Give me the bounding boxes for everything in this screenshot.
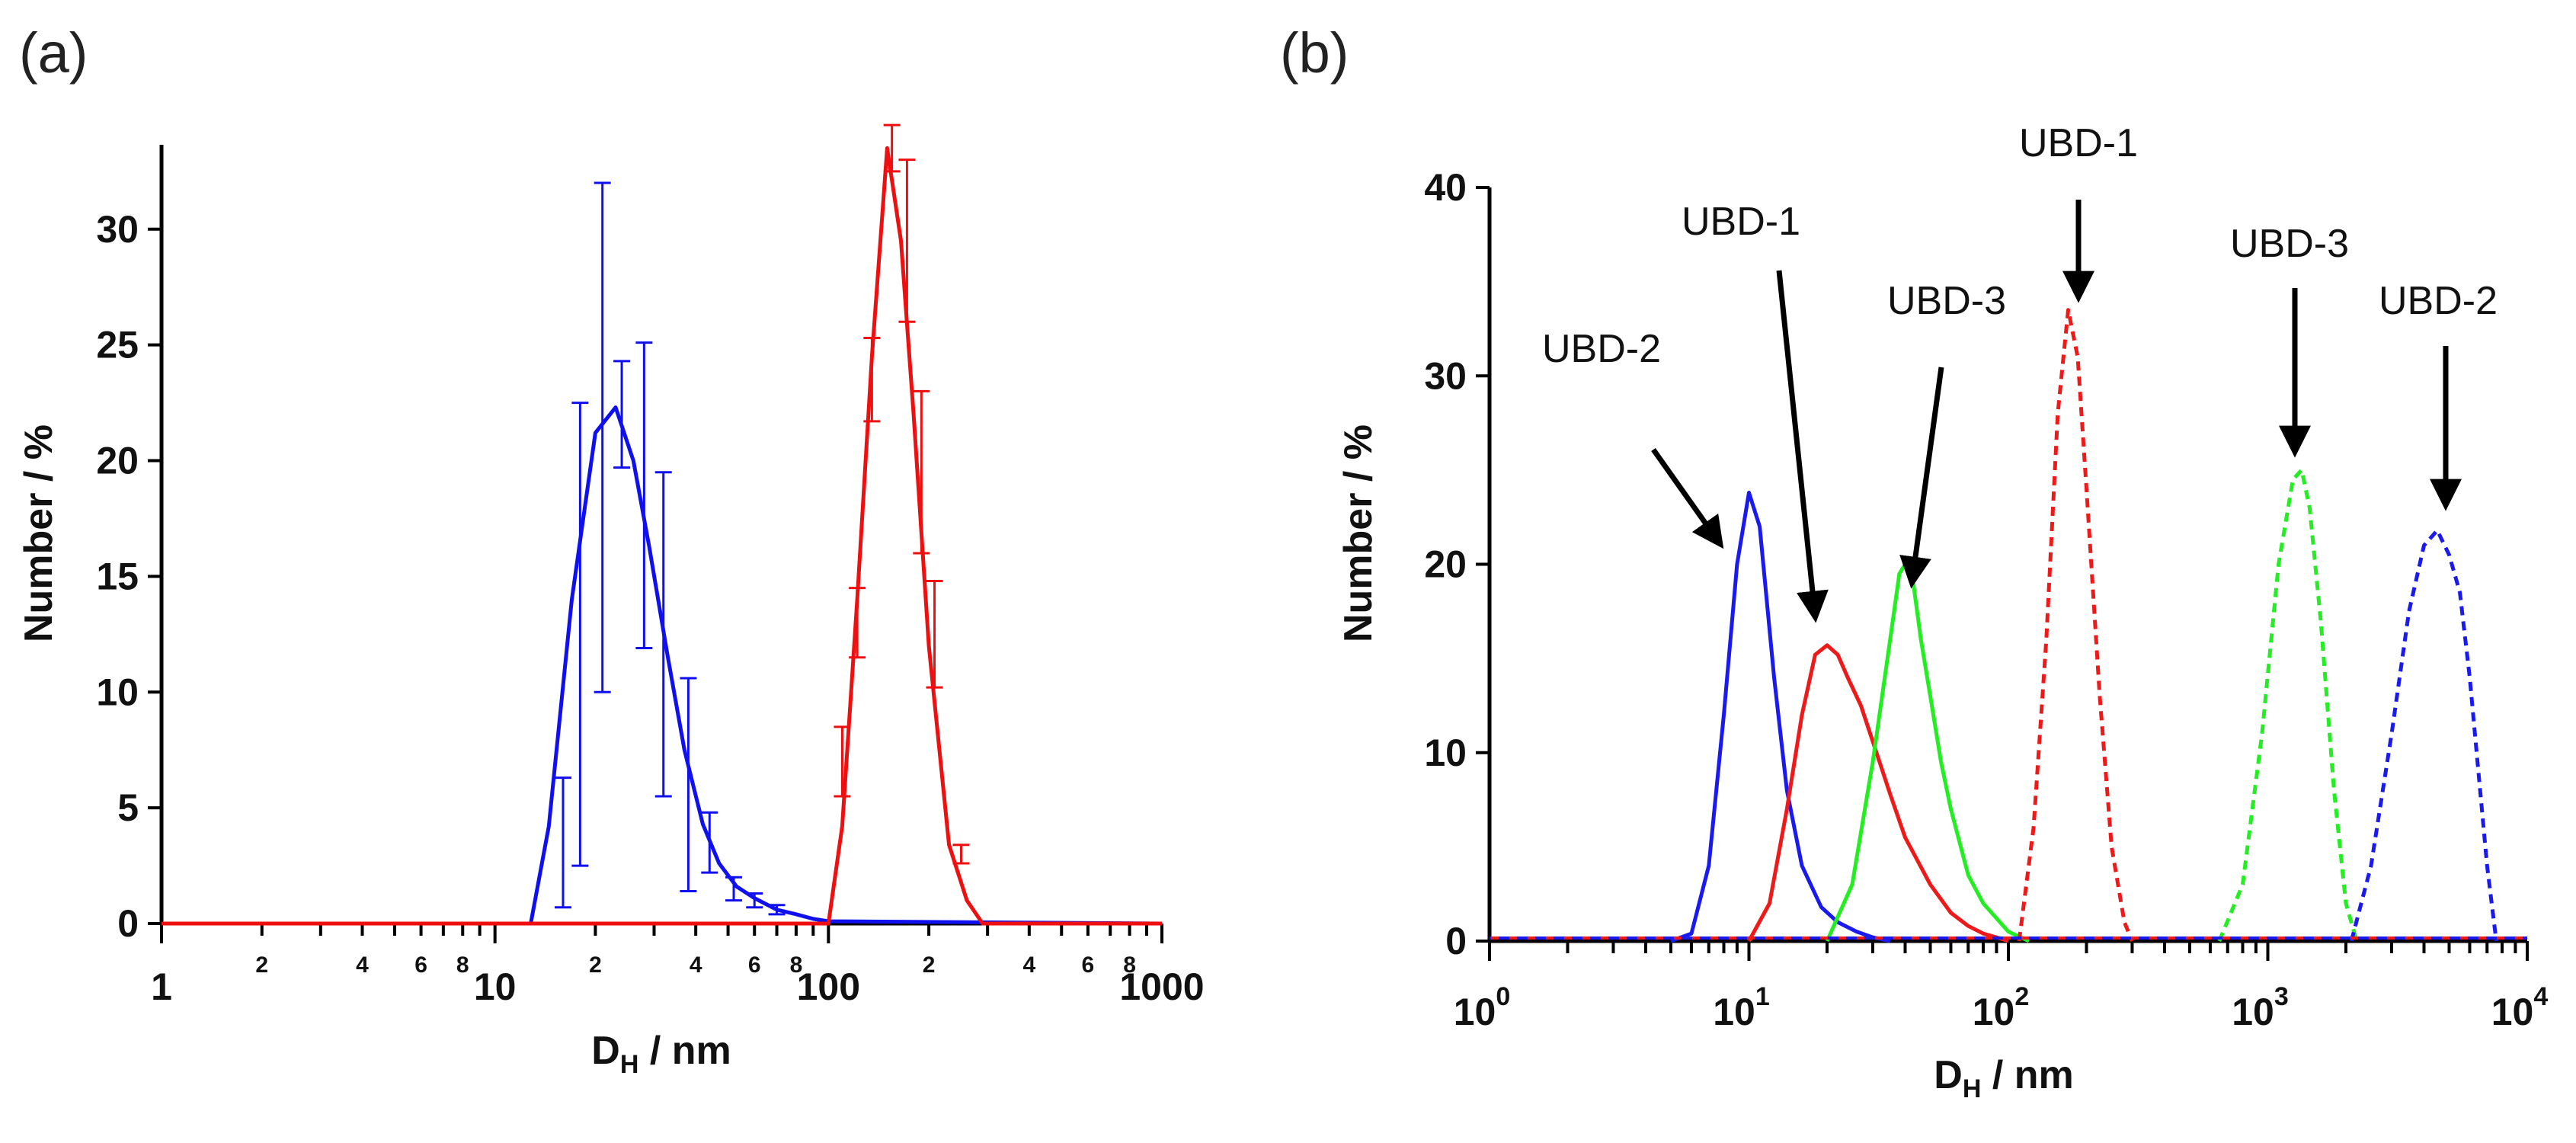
panel-a-x-axis-title: DH / nm bbox=[591, 1029, 731, 1079]
panel-b-x-major-label: 103 bbox=[2232, 982, 2289, 1033]
panel-a-x-minor-label: 8 bbox=[790, 952, 803, 978]
panel-b-label: (b) bbox=[1280, 21, 1349, 85]
panel-a-x-minor-label: 2 bbox=[923, 952, 936, 978]
panel-b-annotation-label: UBD-1 bbox=[2019, 121, 2138, 165]
panel-b-annotation-arrow bbox=[1776, 270, 1829, 623]
panel-a-y-tick-label: 20 bbox=[96, 440, 139, 482]
panel-a-y-axis-title: Number / % bbox=[17, 424, 61, 642]
panel-b-series-UBD-2-dashed bbox=[2349, 528, 2498, 942]
panel-b-annotation-label: UBD-2 bbox=[2379, 279, 2498, 323]
panel-b-series-UBD-2-solid bbox=[1670, 491, 1891, 943]
panel-a-x-minor-label: 8 bbox=[456, 952, 469, 978]
panel-a-x-minor-label: 2 bbox=[255, 952, 268, 978]
panel-a-series-red bbox=[162, 146, 1162, 926]
panel-b-x-major-label-base: 10 bbox=[2232, 991, 2274, 1033]
panel-b-series-UBD-1-dashed bbox=[2017, 308, 2134, 942]
panel-a-x-minor-label: 2 bbox=[589, 952, 602, 978]
panel-b-y-tick-label: 20 bbox=[1424, 543, 1467, 586]
panel-b-x-major-label-exp: 2 bbox=[2014, 982, 2029, 1011]
panel-b-y-tick-label: 0 bbox=[1445, 920, 1467, 962]
panel-a-y-tick-label: 0 bbox=[117, 902, 139, 945]
panel-b-x-major-label-base: 10 bbox=[1454, 991, 1496, 1033]
panel-b-y-axis-title: Number / % bbox=[1336, 424, 1381, 642]
panel-b-annotation-arrow bbox=[1651, 447, 1724, 549]
panel-a-x-major-label: 1 bbox=[151, 965, 172, 1008]
panel-b-x-axis-title-main: D bbox=[1934, 1053, 1963, 1097]
panel-b-x-major-label-exp: 4 bbox=[2533, 982, 2548, 1011]
panel-b-x-major-label-base: 10 bbox=[2491, 991, 2534, 1033]
panel-b-annotation-label: UBD-3 bbox=[2230, 222, 2349, 266]
panel-b-x-major-label: 101 bbox=[1713, 982, 1770, 1033]
panel-b-x-major-label-exp: 1 bbox=[1755, 982, 1770, 1011]
panel-a-x-axis-title-main: D bbox=[591, 1029, 620, 1073]
panel-a-x-minor-label: 4 bbox=[356, 952, 369, 978]
panel-b-x-major-label: 104 bbox=[2491, 982, 2549, 1033]
panel-a-x-minor-label: 4 bbox=[1022, 952, 1035, 978]
panel-a-x-minor-label: 8 bbox=[1123, 952, 1136, 978]
panel-a-x-minor-label: 6 bbox=[414, 952, 427, 978]
panel-a-x-major-label: 10 bbox=[474, 965, 517, 1008]
panel-b-y-tick-label: 30 bbox=[1424, 354, 1467, 397]
panel-b-x-axis-title: DH / nm bbox=[1934, 1053, 2073, 1103]
panel-b-x-major-label: 100 bbox=[1454, 982, 1511, 1033]
panel-b-x-axis-title-sub: H bbox=[1963, 1074, 1982, 1103]
panel-a-y-tick-label: 10 bbox=[96, 671, 139, 713]
panel-a-label: (a) bbox=[19, 21, 88, 85]
panel-b-y-tick-label: 10 bbox=[1424, 732, 1467, 774]
panel-b-annotation-label: UBD-1 bbox=[1682, 200, 1800, 244]
panel-a-x-axis-title-unit: / nm bbox=[638, 1029, 731, 1073]
panel-b-series-UBD-1-solid bbox=[1747, 643, 2009, 943]
panel-b-series-UBD-3-solid bbox=[1825, 562, 2030, 943]
panel-a-y-tick-label: 25 bbox=[96, 324, 139, 367]
panel-b-x-axis-title-unit: / nm bbox=[1981, 1053, 2073, 1097]
panel-a-x-axis-title-sub: H bbox=[620, 1050, 639, 1079]
panel-a-series-blue bbox=[162, 405, 1163, 926]
panel-a-x-major-label: 100 bbox=[797, 965, 860, 1008]
panel-a-x-major-label: 1000 bbox=[1119, 965, 1204, 1008]
panel-a-y-tick-label: 5 bbox=[117, 786, 139, 829]
panel-b-x-major-label-base: 10 bbox=[1973, 991, 2015, 1033]
panel-b-annotation-label: UBD-3 bbox=[1887, 279, 2006, 323]
panel-b-series-UBD-3-dashed bbox=[2217, 468, 2359, 942]
panel-b-y-tick-label: 40 bbox=[1424, 166, 1467, 209]
panel-b-x-major-label-base: 10 bbox=[1713, 991, 1755, 1033]
panel-a-x-minor-label: 6 bbox=[1082, 952, 1095, 978]
panel-a-x-minor-label: 6 bbox=[748, 952, 761, 978]
panel-b-annotation-label: UBD-2 bbox=[1542, 327, 1661, 371]
panel-b-x-major-label: 102 bbox=[1973, 982, 2030, 1033]
panel-a-x-minor-label: 4 bbox=[690, 952, 702, 978]
panel-b-x-major-label-exp: 0 bbox=[1496, 982, 1510, 1011]
panel-b-x-major-label-exp: 3 bbox=[2274, 982, 2289, 1011]
panel-b-annotation-arrow bbox=[1899, 367, 1944, 589]
panel-a-y-tick-label: 30 bbox=[96, 208, 139, 251]
panel-a-y-tick-label: 15 bbox=[96, 555, 139, 597]
